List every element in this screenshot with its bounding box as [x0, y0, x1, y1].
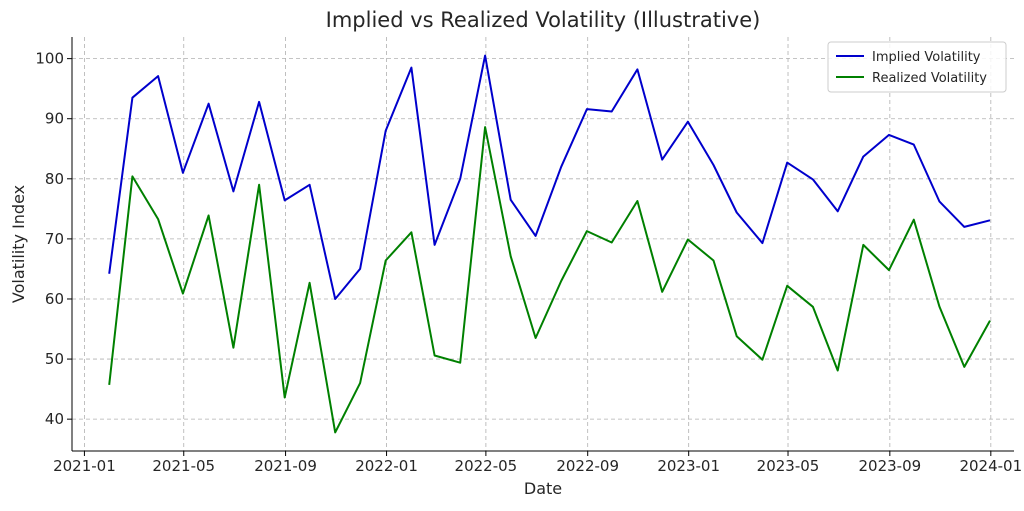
legend-box	[827, 41, 1007, 93]
x-tick-label: 2021-05	[152, 457, 215, 475]
x-tick-label: 2021-09	[254, 457, 317, 475]
x-tick-label: 2023-01	[657, 457, 720, 475]
realized-volatility-line	[108, 126, 991, 434]
series-lines	[108, 54, 991, 434]
y-tick-label: 90	[45, 110, 64, 128]
implied-volatility-line	[108, 54, 991, 300]
x-tick-label: 2023-05	[757, 457, 820, 475]
x-tick-label: 2024-01	[959, 457, 1022, 475]
legend: Implied Volatility Realized Volatility	[827, 41, 1007, 93]
axes	[71, 37, 1014, 452]
x-axis-title: Date	[524, 479, 562, 498]
x-tick-label: 2022-09	[556, 457, 619, 475]
grid	[72, 37, 1014, 451]
legend-label-implied: Implied Volatility	[872, 50, 981, 65]
y-tick-label: 70	[45, 230, 64, 248]
y-tick-label: 80	[45, 170, 64, 188]
x-tick-label: 2023-09	[858, 457, 921, 475]
y-tick-label: 50	[45, 350, 64, 368]
y-tick-label: 40	[45, 410, 64, 428]
chart-title: Implied vs Realized Volatility (Illustra…	[326, 8, 761, 32]
y-tick-label: 60	[45, 290, 64, 308]
x-tick-label: 2021-01	[53, 457, 116, 475]
x-tick-label: 2022-01	[355, 457, 418, 475]
x-ticks: 2021-01 2021-05 2021-09 2022-01 2022-05 2022-…	[53, 451, 1022, 475]
y-tick-label: 100	[35, 50, 64, 68]
y-axis-title: Volatility Index	[9, 185, 28, 303]
x-tick-label: 2022-05	[455, 457, 518, 475]
legend-label-realized: Realized Volatility	[872, 71, 987, 86]
y-ticks: 40 50 60 70 80 90 100	[35, 50, 72, 428]
